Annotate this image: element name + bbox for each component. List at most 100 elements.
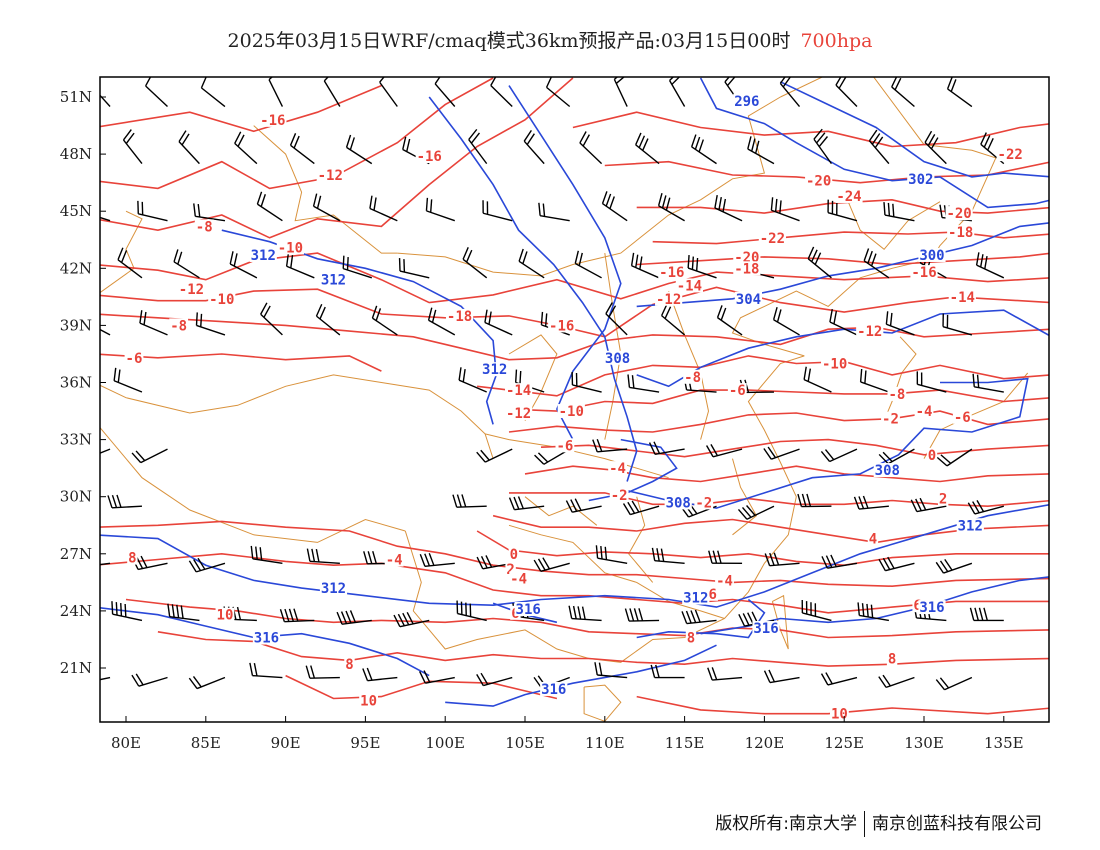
longitude-label: 110E	[585, 734, 625, 752]
temperature-label-background	[415, 149, 443, 164]
height-label: 304	[736, 292, 761, 308]
wind-barb	[131, 448, 168, 464]
wind-barbs	[100, 77, 1005, 691]
temperature-label-background	[947, 225, 975, 240]
temperature-label-background	[508, 546, 520, 561]
temperature-label: -4	[716, 573, 733, 589]
wind-barb	[878, 674, 915, 689]
temperature-label-background	[881, 411, 900, 426]
wind-barb	[315, 303, 341, 336]
isotherm-line	[100, 520, 1049, 588]
wind-barb	[538, 202, 570, 222]
wind-barb	[419, 553, 455, 568]
wind-barb	[859, 368, 890, 393]
temperature-label-background	[887, 386, 907, 401]
temperature-label: -6	[126, 351, 143, 367]
temperature-label: 2	[506, 562, 514, 578]
wind-barb	[853, 495, 889, 510]
temperature-label: -20	[806, 174, 831, 190]
map-plot-area: -16-16-12-8-10-12-10-8-6-18-16-20-24-22-…	[100, 77, 1049, 722]
wind-barb	[868, 129, 890, 165]
latitude-labels: 51N 48N 45N 42N 39N 36N 33N 30N 27N 24N 21N	[60, 88, 92, 677]
credit-divider	[864, 811, 865, 837]
wind-barb	[139, 310, 168, 336]
longitude-label: 125E	[824, 734, 864, 752]
isotherm-line	[100, 353, 382, 372]
wind-barb	[456, 600, 487, 622]
temperature-label-background	[557, 404, 585, 419]
isotherm-line	[100, 84, 382, 133]
wind-barb	[260, 302, 283, 336]
wind-barb	[113, 367, 143, 393]
temperature-label: -12	[857, 324, 882, 340]
province-borders	[100, 77, 1029, 722]
wind-barb	[764, 552, 800, 567]
wind-barb	[821, 554, 858, 569]
height-label: 302	[908, 172, 933, 188]
province-border	[883, 336, 917, 421]
wind-barb	[601, 191, 628, 222]
wind-barb	[178, 130, 200, 165]
temperature-label: -22	[998, 147, 1023, 163]
temperature-label: -10	[822, 356, 847, 372]
temperature-label: -6	[729, 383, 746, 399]
wind-barb	[117, 247, 143, 279]
temperature-label-background	[715, 573, 734, 588]
temperature-label-background	[937, 491, 949, 506]
longitude-label: 90E	[271, 734, 301, 752]
latitude-label: 33N	[60, 431, 92, 449]
wind-barb	[820, 672, 858, 686]
map-title: 2025年03月15日WRF/cmaq模式36km预报产品:03月15日00时 7…	[0, 26, 1100, 53]
temperature-label-background	[359, 693, 378, 708]
wind-barb	[605, 302, 628, 336]
wind-barb	[627, 374, 660, 393]
wind-barb	[807, 246, 832, 279]
wind-barb	[857, 602, 890, 622]
wind-barb	[305, 665, 340, 679]
temperature-label: -8	[888, 387, 905, 403]
wind-barb	[100, 448, 111, 454]
height-label-background	[540, 681, 568, 696]
wind-barb	[193, 203, 226, 222]
wind-barb	[145, 77, 168, 108]
temperature-label-background	[509, 571, 529, 586]
wind-barb	[935, 676, 973, 691]
wind-barb	[801, 599, 832, 622]
temperature-label: 4	[869, 532, 877, 548]
wind-barb	[747, 136, 775, 165]
wind-barb	[883, 202, 915, 222]
height-label: 312	[958, 518, 983, 534]
temperature-label: -10	[209, 292, 234, 308]
temperature-label-background	[259, 112, 287, 127]
temperature-label-background	[169, 318, 189, 333]
temperature-label-background	[316, 168, 344, 183]
wind-barb	[100, 562, 111, 566]
wind-barb	[188, 557, 226, 573]
title-text: 2025年03月15日WRF/cmaq模式36km预报产品:03月15日00时	[227, 30, 791, 52]
wind-barb	[122, 129, 143, 165]
wind-barb	[195, 312, 226, 336]
temperature-label: 10	[360, 693, 377, 709]
height-label: 312	[482, 362, 507, 378]
temperature-label: -2	[695, 495, 712, 511]
wind-barb	[863, 248, 890, 279]
temperature-label-background	[758, 230, 786, 245]
temperature-label: -16	[659, 265, 684, 281]
wind-barb	[891, 77, 915, 108]
isotherm-line	[100, 77, 574, 239]
temperature-label: -12	[506, 406, 531, 422]
latitude-label: 51N	[60, 88, 92, 106]
temperature-label-background	[945, 206, 973, 221]
wind-barb	[779, 77, 801, 107]
wind-barb	[648, 441, 685, 456]
wind-barb	[468, 128, 488, 165]
temperature-label-background	[996, 147, 1024, 162]
wind-barb	[763, 446, 800, 460]
latitude-label: 27N	[60, 545, 92, 563]
wind-barb	[687, 255, 717, 279]
wind-barb	[803, 366, 832, 393]
temperature-label: -22	[760, 231, 785, 247]
wind-barb	[829, 309, 858, 336]
latitude-label: 48N	[60, 145, 92, 163]
wind-barb	[737, 505, 775, 520]
